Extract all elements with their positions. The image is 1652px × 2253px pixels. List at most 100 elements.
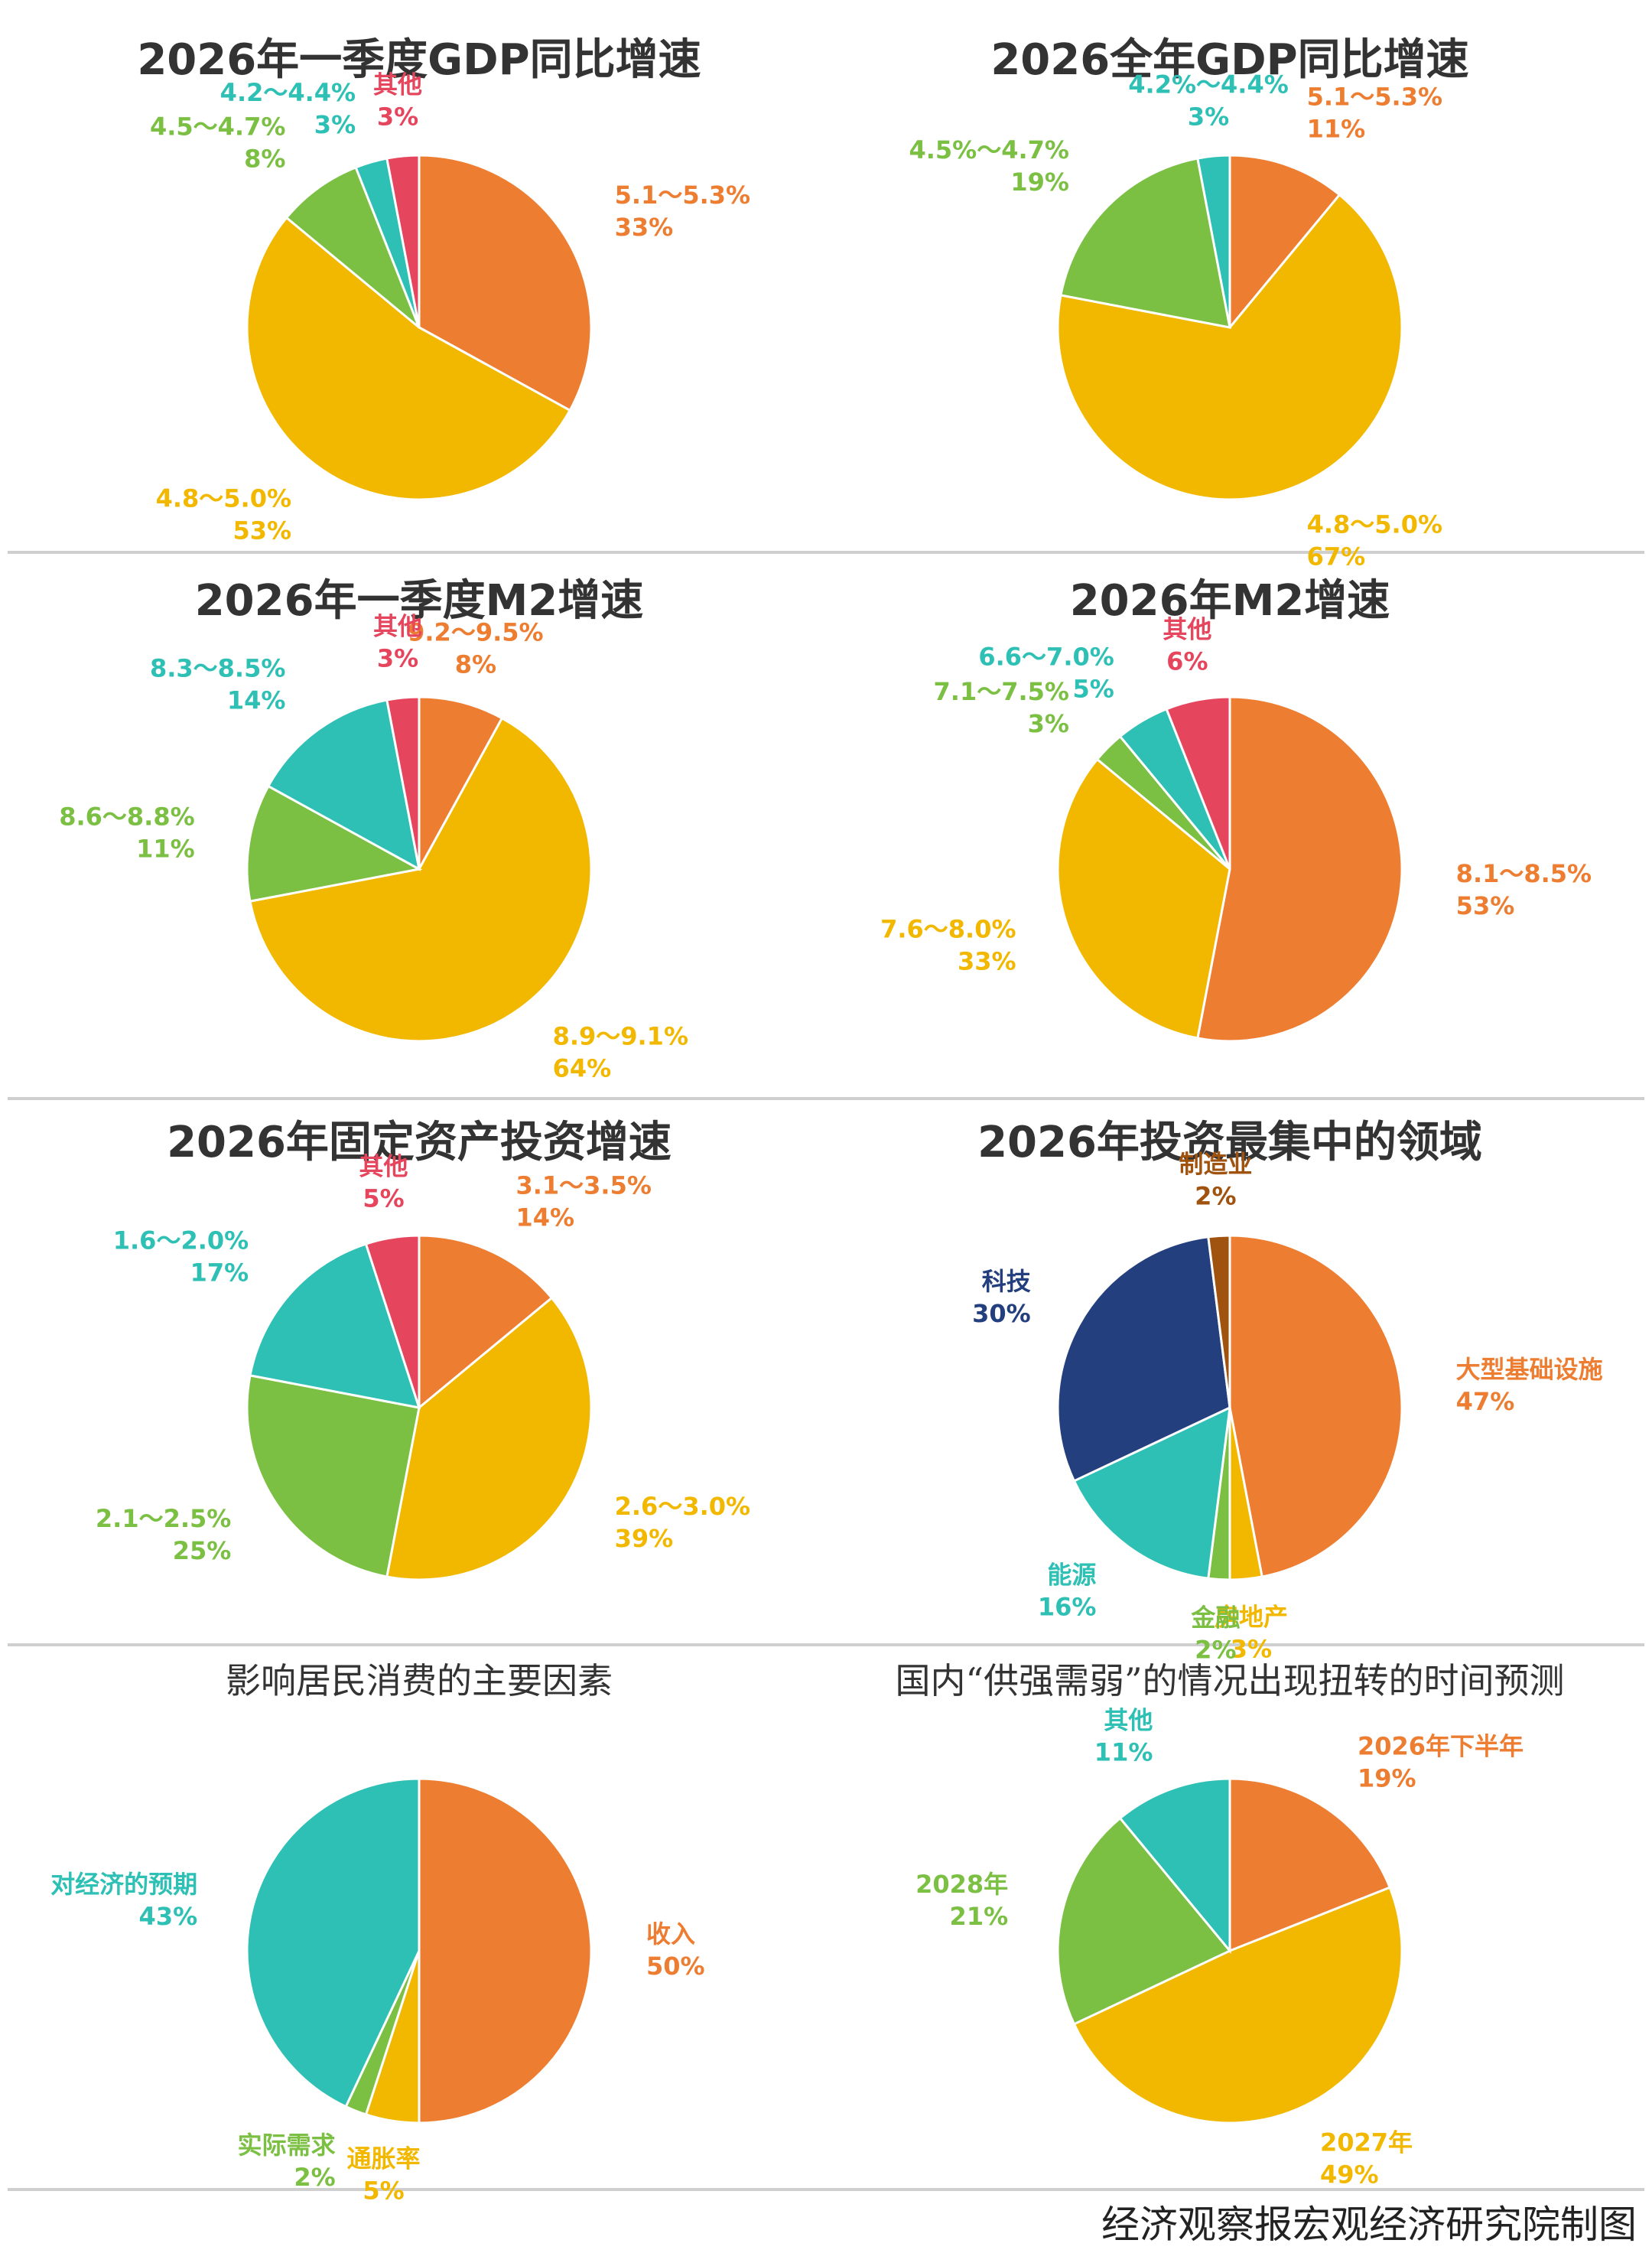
slice-value-label: 50% [646, 1952, 705, 1981]
slice-value-label: 17% [190, 1258, 249, 1288]
pie-slice [266, 698, 421, 871]
pie-slice [249, 1242, 421, 1409]
pie-slice [1228, 1777, 1392, 1953]
slice-label: 6.6～7.0% [978, 642, 1114, 671]
slice-label: 科技 [982, 1267, 1031, 1296]
slice-value-label: 2% [1195, 1182, 1236, 1211]
slice-value-label: 67% [1307, 542, 1366, 571]
slice-value-label: 49% [1320, 2160, 1379, 2190]
slice-label: 5.1～5.3% [615, 181, 750, 210]
slice-label: 4.5～4.7% [150, 112, 285, 142]
slice-value-label: 5% [1072, 674, 1114, 703]
slice-value-label: 19% [1010, 168, 1069, 197]
slice-label: 7.6～8.0% [880, 915, 1016, 944]
slice-label: 其他 [1163, 614, 1211, 643]
slice-value-label: 14% [515, 1203, 574, 1232]
slice-value-label: 39% [615, 1524, 674, 1553]
chart-title: 2026年投资最集中的领域 [977, 1118, 1482, 1167]
slice-value-label: 30% [972, 1299, 1031, 1328]
slice-label: 2026年下半年 [1358, 1731, 1524, 1760]
slice-label: 4.2%～4.4% [1128, 70, 1289, 99]
pie-slice [418, 1777, 593, 2124]
chart-title: 2026全年GDP同比增速 [990, 35, 1468, 85]
pie-slice [1228, 1234, 1403, 1578]
slice-value-label: 64% [553, 1053, 612, 1083]
slice-value-label: 2% [1195, 1635, 1236, 1664]
pie-slice [1228, 154, 1341, 331]
pie-slice [1072, 1886, 1403, 2124]
slice-value-label: 33% [958, 947, 1016, 976]
slice-label: 8.6～8.8% [59, 803, 194, 832]
slice-label: 1.6～2.0% [113, 1226, 249, 1255]
slice-label: 其他 [373, 611, 422, 640]
pie-slice [418, 695, 504, 870]
slice-label: 5.1～5.3% [1307, 83, 1442, 112]
slice-value-label: 21% [950, 1902, 1009, 1931]
slice-label: 其他 [359, 1152, 408, 1181]
pie-slice [418, 1234, 554, 1411]
chart-title: 2026年一季度GDP同比增速 [137, 35, 701, 85]
slice-label: 其他 [373, 70, 422, 99]
slice-label: 对经济的预期 [50, 1870, 197, 1899]
slice-label: 2.6～3.0% [615, 1492, 750, 1521]
pie-slice [246, 784, 423, 903]
pie-slice [418, 154, 593, 412]
slice-label: 4.5%～4.7% [909, 135, 1069, 164]
slice-value-label: 11% [1307, 115, 1366, 144]
slice-label: 制造业 [1179, 1150, 1252, 1179]
pie-slice [1165, 695, 1231, 870]
slice-value-label: 19% [1358, 1763, 1416, 1792]
pie-slice [1056, 193, 1403, 501]
pie-slice [385, 1296, 593, 1581]
chart-title: 国内“供强需弱”的情况出现扭转的时间预测 [895, 1660, 1564, 1701]
pie-slice [385, 154, 421, 328]
slice-label: 8.9～9.1% [553, 1021, 688, 1050]
slice-label: 4.8～5.0% [1307, 510, 1442, 539]
slice-value-label: 43% [139, 1902, 198, 1931]
pie-slice [1118, 1777, 1231, 1955]
pie-slice [1056, 1236, 1231, 1483]
slice-value-label: 8% [455, 650, 496, 679]
pie-slice [1059, 157, 1231, 329]
slice-label: 2027年 [1320, 2128, 1413, 2157]
pie-slice [1196, 154, 1231, 328]
slice-value-label: 14% [227, 686, 286, 715]
chart-title: 2026年固定资产投资增速 [167, 1118, 672, 1167]
slice-label: 能源 [1047, 1560, 1096, 1589]
slice-value-label: 6% [1166, 646, 1208, 676]
slice-label: 7.1～7.5% [934, 677, 1069, 706]
slice-label: 4.8～5.0% [156, 484, 291, 513]
slice-value-label: 47% [1456, 1387, 1515, 1416]
slice-value-label: 3% [377, 643, 418, 672]
slice-label: 2.1～2.5% [96, 1504, 231, 1533]
slice-value-label: 5% [363, 1184, 404, 1213]
slice-label: 9.2～9.5% [408, 617, 543, 646]
slice-label: 2028年 [915, 1870, 1008, 1899]
slice-label: 3.1～3.5% [515, 1170, 651, 1200]
slice-value-label: 8% [244, 145, 285, 174]
slice-label: 金融 [1190, 1603, 1240, 1632]
slice-label: 大型基础设施 [1456, 1355, 1603, 1384]
slice-label: 8.1～8.5% [1456, 859, 1592, 888]
slice-value-label: 3% [1028, 709, 1069, 738]
pie-slice [246, 1374, 421, 1578]
slice-value-label: 11% [1094, 1738, 1153, 1767]
slice-value-label: 2% [294, 2163, 335, 2192]
slice-value-label: 5% [363, 2176, 404, 2205]
pie-slice [1196, 695, 1403, 1043]
slice-value-label: 3% [1231, 1635, 1272, 1664]
slice-value-label: 3% [1188, 102, 1229, 131]
slice-value-label: 53% [1456, 891, 1515, 920]
pie-slice [1056, 1816, 1232, 2026]
pie-slice [385, 695, 421, 870]
slice-label: 其他 [1104, 1706, 1153, 1735]
slice-label: 8.3～8.5% [150, 654, 285, 683]
slice-value-label: 16% [1038, 1592, 1097, 1621]
pie-slice [285, 165, 421, 329]
pie-slice [246, 216, 572, 501]
chart-title: 影响居民消费的主要因素 [226, 1660, 613, 1701]
slice-value-label: 3% [314, 110, 356, 139]
pie-slice [1072, 1405, 1231, 1580]
slice-value-label: 33% [615, 213, 674, 242]
